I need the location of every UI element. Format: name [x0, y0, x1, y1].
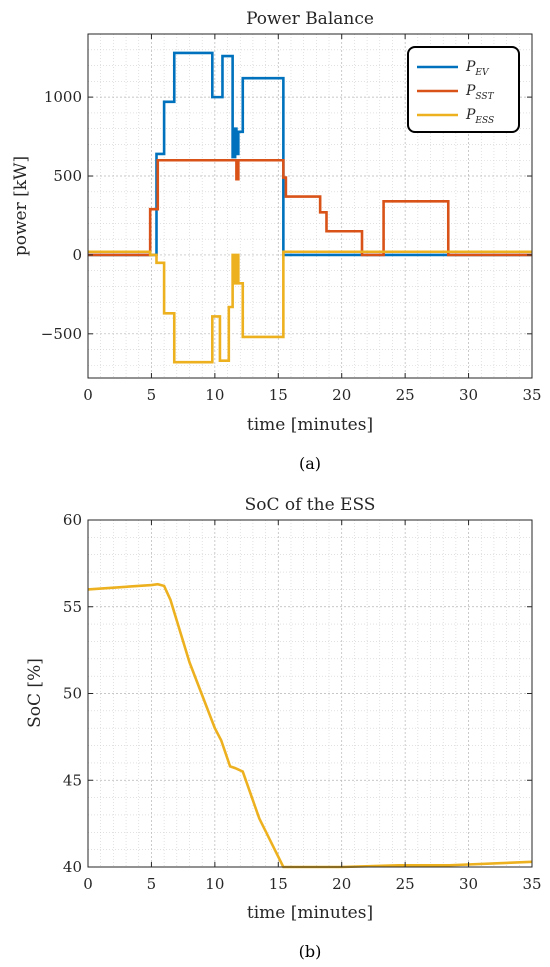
series-line-ev [88, 51, 532, 257]
x-tick-label: 30 [459, 875, 478, 893]
x-tick-label: 15 [269, 875, 288, 893]
power-balance-chart: Power Balance 0 5 10 15 20 25 30 35 −500 0 500 1000… [11, 9, 542, 473]
x-tick-label: 0 [83, 875, 93, 893]
y-tick-label: −500 [41, 325, 82, 343]
y-tick-label: 500 [53, 167, 82, 185]
x-tick-label: 0 [83, 386, 93, 404]
legend-label-subscript: SST [475, 92, 494, 102]
chart-a-ylabel: power [kW] [11, 156, 31, 256]
legend-label-subscript: EV [474, 68, 490, 78]
legend-box [407, 46, 520, 133]
x-tick-label: 30 [459, 386, 478, 404]
x-tick-label: 5 [147, 386, 157, 404]
series-line-soc [87, 582, 533, 869]
soc-chart: SoC of the ESS 0 5 10 15 20 25 30 354045505560 … [25, 495, 542, 961]
x-tick-label: 35 [522, 386, 541, 404]
x-tick-label: 25 [396, 875, 415, 893]
y-tick-label: 0 [72, 246, 82, 264]
x-tick-label: 20 [332, 386, 351, 404]
legend-label-subscript: ESS [474, 116, 494, 126]
chart-b-ylabel: SoC [%] [25, 658, 45, 728]
x-tick-label: 10 [205, 386, 224, 404]
chart-a-ticks: 0 5 10 15 20 25 30 35 −500 0 500 1000 [41, 34, 542, 404]
chart-a-xlabel: time [minutes] [247, 415, 373, 435]
x-tick-label: 25 [396, 386, 415, 404]
x-tick-label: 5 [147, 875, 157, 893]
y-tick-label: 50 [63, 685, 82, 703]
series-line-sst [88, 158, 532, 257]
chart-b-caption: (b) [299, 942, 322, 961]
chart-b-ticks: 0 5 10 15 20 25 30 35 40 45 50 55 60 [63, 511, 542, 893]
chart-b-title: SoC of the ESS [245, 495, 376, 515]
chart-a-minor-grid [88, 33, 532, 378]
chart-a-title: Power Balance [246, 9, 374, 29]
y-tick-label: 55 [63, 598, 82, 616]
chart-b-minor-grid [88, 520, 532, 867]
x-tick-label: 35 [522, 875, 541, 893]
chart-b-xlabel: time [minutes] [247, 903, 373, 923]
series-line-ess [88, 250, 532, 364]
x-tick-label: 10 [205, 875, 224, 893]
chart-a-series-lines [88, 51, 532, 364]
chart-a-caption: (a) [299, 454, 321, 473]
y-tick-label: 1000 [44, 88, 82, 106]
y-tick-label: 40 [63, 858, 82, 876]
chart-a-plot-frame [87, 33, 533, 379]
y-tick-label: 60 [63, 511, 82, 529]
x-tick-label: 15 [269, 386, 288, 404]
chart-b-series-lines [87, 582, 533, 869]
x-tick-label: 20 [332, 875, 351, 893]
y-tick-label: 45 [63, 771, 82, 789]
